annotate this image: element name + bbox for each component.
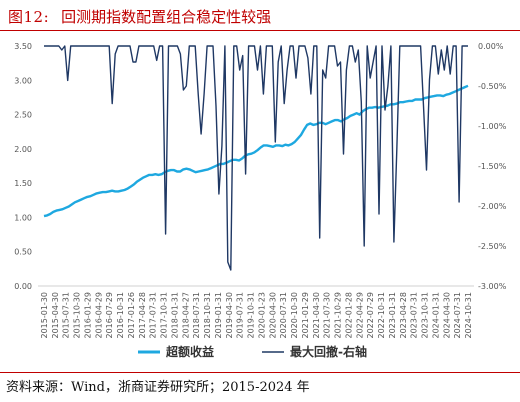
x-tick-label: 2019-10-31 — [247, 292, 256, 339]
left-tick-label: 2.00 — [14, 145, 32, 154]
max-drawdown-line — [44, 45, 468, 271]
right-tick-label: 0.00% — [478, 42, 504, 51]
x-tick-label: 2020-07-31 — [279, 292, 288, 339]
x-tick-label: 2022-04-29 — [355, 292, 364, 339]
x-tick-label: 2023-04-28 — [399, 292, 408, 339]
excess-return-line — [43, 84, 469, 218]
x-tick-label: 2017-10-31 — [160, 292, 169, 339]
x-tick-label: 2024-01-31 — [431, 292, 440, 339]
x-tick-label: 2024-10-31 — [464, 292, 473, 339]
x-tick-label: 2020-10-30 — [290, 292, 299, 339]
x-tick-label: 2021-01-29 — [301, 292, 310, 339]
right-tick-label: -2.00% — [478, 202, 507, 211]
left-axis: 0.00 0.50 1.00 1.50 2.00 2.50 3.00 3.50 — [14, 42, 32, 291]
x-tick-label: 2016-10-31 — [116, 292, 125, 339]
legend-label-drawdown: 最大回撤-右轴 — [290, 344, 367, 359]
x-tick-label: 2015-01-30 — [40, 292, 49, 339]
right-axis: 0.00% -0.50% -1.00% -1.50% -2.00% -2.50% -3.00… — [478, 42, 507, 291]
line-chart: 0.00 0.50 1.00 1.50 2.00 2.50 3.00 3.50 0.00% -0… — [14, 42, 507, 359]
x-tick-label: 2018-07-31 — [192, 292, 201, 339]
x-tick-label: 2019-07-31 — [236, 292, 245, 339]
source-note: 资料来源：Wind，浙商证券研究所；2015-2024 年 — [6, 380, 310, 395]
x-tick-label: 2015-04-30 — [51, 292, 60, 339]
x-tick-label: 2017-07-31 — [149, 292, 158, 339]
source-rule — [0, 372, 520, 373]
x-tick-label: 2016-04-29 — [94, 292, 103, 339]
right-tick-label: -1.00% — [478, 122, 507, 131]
right-tick-label: -3.00% — [478, 282, 507, 291]
left-tick-label: 1.50 — [14, 179, 32, 188]
x-tick-label: 2021-10-29 — [334, 292, 343, 339]
x-tick-label: 2018-10-31 — [203, 292, 212, 339]
x-tick-label: 2021-07-30 — [323, 292, 332, 339]
x-tick-label: 2022-10-31 — [377, 292, 386, 339]
x-tick-label: 2024-04-30 — [442, 292, 451, 339]
x-tick-label: 2019-01-31 — [214, 292, 223, 339]
figure-title: 图12: 回测期指数配置组合稳定性较强 — [8, 4, 271, 30]
x-tick-label: 2017-04-28 — [138, 292, 147, 339]
x-tick-label: 2023-10-31 — [421, 292, 430, 339]
left-tick-label: 1.00 — [14, 213, 32, 222]
x-tick-label: 2016-01-29 — [83, 292, 92, 339]
right-tick-label: -1.50% — [478, 162, 507, 171]
right-tick-label: -0.50% — [478, 82, 507, 91]
x-tick-label: 2020-01-23 — [257, 292, 266, 339]
left-tick-label: 0.00 — [14, 282, 32, 291]
x-tick-label: 2023-07-31 — [410, 292, 419, 339]
x-tick-label: 2020-04-30 — [268, 292, 277, 339]
right-tick-label: -2.50% — [478, 242, 507, 251]
x-tick-label: 2015-07-31 — [62, 292, 71, 339]
x-tick-label: 2016-07-29 — [105, 292, 114, 339]
x-tick-label: 2022-07-29 — [366, 292, 375, 339]
x-tick-label: 2019-04-30 — [225, 292, 234, 339]
legend: 超额收益 最大回撤-右轴 — [138, 344, 367, 359]
x-tick-label: 2024-07-31 — [453, 292, 462, 339]
x-tick-label: 2017-01-26 — [127, 292, 136, 339]
x-axis: 2015-01-30 2015-04-30 2015-07-31 2015-10-30… — [40, 292, 473, 339]
left-tick-label: 3.50 — [14, 42, 32, 51]
x-tick-label: 2021-04-30 — [312, 292, 321, 339]
x-tick-label: 2022-01-28 — [344, 292, 353, 339]
legend-label-excess: 超额收益 — [165, 344, 214, 359]
series-lines — [43, 45, 469, 271]
x-tick-label: 2018-04-27 — [181, 292, 190, 339]
title-rule — [0, 30, 520, 31]
x-tick-label: 2023-01-31 — [388, 292, 397, 339]
figure-number: 图12: — [8, 8, 50, 26]
left-tick-label: 2.50 — [14, 111, 32, 120]
x-tick-label: 2015-10-30 — [73, 292, 82, 339]
left-tick-label: 0.50 — [14, 248, 32, 257]
x-tick-label: 2018-01-31 — [170, 292, 179, 339]
figure-caption: 回测期指数配置组合稳定性较强 — [61, 8, 272, 26]
left-tick-label: 3.00 — [14, 76, 32, 85]
